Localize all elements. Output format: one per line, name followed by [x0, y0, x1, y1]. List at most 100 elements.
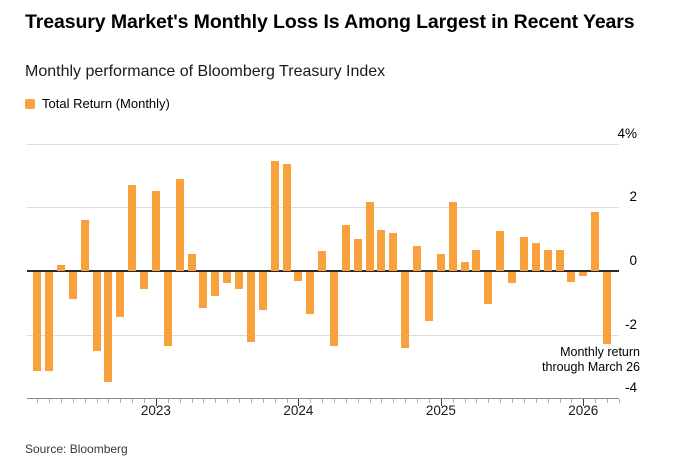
month-tick: [60, 399, 62, 403]
bar: [496, 230, 505, 271]
bar: [353, 239, 362, 271]
month-tick: [488, 399, 490, 403]
bar: [33, 272, 42, 371]
month-tick: [417, 399, 419, 403]
month-tick: [452, 399, 454, 403]
bar: [519, 236, 528, 271]
month-tick: [595, 399, 597, 403]
gridline: [27, 143, 619, 145]
month-tick: [132, 399, 134, 403]
bar: [258, 272, 267, 310]
x-axis-year-label: 2026: [568, 403, 599, 418]
month-tick: [381, 399, 383, 403]
annotation-line-1: Monthly return: [560, 345, 640, 359]
y-axis-tick-label: -2: [624, 316, 637, 332]
gridline: [27, 334, 619, 336]
bar: [460, 262, 469, 271]
annotation-line-2: through March 26: [542, 360, 640, 374]
source-credit: Source: Bloomberg: [25, 442, 128, 456]
month-tick: [618, 399, 620, 403]
bar: [56, 265, 65, 271]
month-tick: [369, 399, 371, 403]
bar: [341, 224, 350, 271]
month-tick: [72, 399, 74, 403]
bar: [80, 220, 89, 271]
bar: [508, 272, 517, 284]
bar: [424, 272, 433, 321]
month-tick: [120, 399, 122, 403]
bar: [555, 250, 564, 271]
legend-swatch-icon: [25, 98, 35, 109]
month-tick: [512, 399, 514, 403]
bar: [270, 160, 279, 271]
month-tick: [239, 399, 241, 403]
month-tick: [345, 399, 347, 403]
bar: [543, 250, 552, 271]
bar: [330, 272, 338, 347]
bar: [484, 272, 493, 304]
month-tick: [559, 399, 561, 403]
bar: [128, 185, 137, 271]
month-tick: [108, 399, 110, 403]
x-axis-year-label: 2024: [283, 403, 314, 418]
bar: [211, 272, 220, 296]
month-tick: [179, 399, 181, 403]
month-tick: [167, 399, 169, 403]
bar: [199, 272, 208, 309]
bar: [104, 272, 113, 382]
month-tick: [310, 399, 312, 403]
month-tick: [535, 399, 537, 403]
bar: [365, 201, 374, 271]
bar: [235, 272, 244, 289]
y-axis-tick-label: 4%: [617, 125, 637, 141]
month-tick: [571, 399, 573, 403]
bar: [175, 179, 184, 271]
bar: [436, 254, 445, 271]
y-axis-tick-label: 2: [629, 189, 637, 205]
chart-subtitle: Monthly performance of Bloomberg Treasur…: [25, 63, 386, 80]
month-tick: [547, 399, 549, 403]
month-tick: [334, 399, 335, 403]
month-tick: [500, 399, 502, 403]
month-tick: [227, 399, 229, 403]
bar: [318, 250, 327, 271]
month-tick: [607, 399, 609, 403]
bar: [246, 272, 255, 343]
month-tick: [523, 399, 525, 403]
month-tick: [286, 399, 288, 403]
month-tick: [322, 399, 324, 403]
legend-label: Total Return (Monthly): [42, 96, 170, 111]
month-tick: [37, 399, 39, 403]
month-tick: [476, 399, 478, 403]
legend: Total Return (Monthly): [25, 96, 170, 111]
bar: [140, 272, 149, 290]
month-tick: [96, 399, 98, 403]
y-axis-tick-label: 0: [629, 253, 637, 268]
bar: [187, 253, 196, 271]
x-axis-year-label: 2023: [140, 403, 171, 418]
bar: [68, 272, 77, 299]
bar: [591, 212, 600, 271]
month-tick: [215, 399, 217, 403]
gridline: [27, 207, 619, 209]
bar: [377, 230, 386, 271]
month-tick: [357, 399, 359, 403]
bar: [306, 272, 315, 315]
month-tick: [49, 399, 51, 403]
month-tick: [262, 399, 264, 403]
month-tick: [191, 399, 193, 403]
bar: [92, 272, 101, 351]
bar: [472, 249, 481, 271]
month-tick: [250, 399, 252, 403]
month-tick: [428, 399, 430, 403]
bar: [151, 191, 160, 271]
bar: [413, 246, 422, 271]
bar: [45, 272, 54, 371]
month-tick: [274, 399, 276, 403]
chart-annotation: Monthly return through March 26: [542, 345, 640, 375]
bar: [116, 272, 125, 317]
bar: [223, 272, 232, 284]
y-axis-tick-label: -4: [624, 380, 637, 396]
month-tick: [393, 399, 395, 403]
